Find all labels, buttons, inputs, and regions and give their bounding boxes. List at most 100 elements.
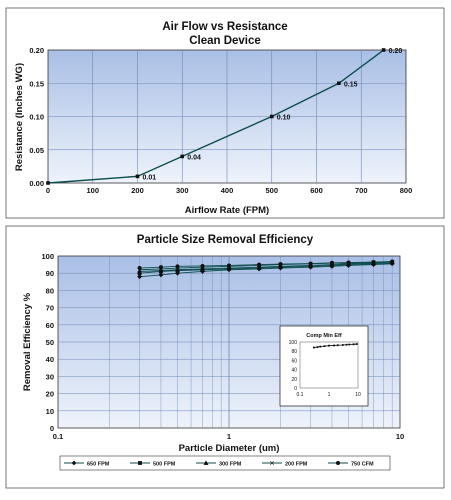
inset-x-ticks: 0.1 1 10 xyxy=(297,392,361,398)
chart2-data-point xyxy=(137,268,143,274)
inset-x-tick-label: 1 xyxy=(328,392,331,398)
chart2-data-point xyxy=(257,262,262,267)
chart1-x-tick-label: 800 xyxy=(400,186,413,195)
chart2-y-tick-label: 20 xyxy=(46,390,54,399)
chart1-y-ticks: 0.00 0.05 0.10 0.15 0.20 xyxy=(29,46,44,188)
chart2-data-point xyxy=(137,266,142,271)
inset-x-tick-label: 0.1 xyxy=(297,392,304,398)
chart2-y-tick-label: 70 xyxy=(46,304,54,313)
chart2-data-point xyxy=(278,262,283,267)
chart2-x-tick-label: 10 xyxy=(396,432,404,441)
inset-data-point xyxy=(323,345,326,348)
chart2-data-point xyxy=(200,263,205,268)
chart1-data-point xyxy=(180,154,185,159)
chart1-data-point xyxy=(135,174,140,179)
chart1-data-label: 0.04 xyxy=(187,154,201,161)
legend-entry-label: 200 FPM xyxy=(285,461,308,467)
chart1-y-tick-label: 0.15 xyxy=(29,79,44,88)
chart2-y-tick-label: 80 xyxy=(46,286,54,295)
chart2-y-tick-label: 50 xyxy=(46,338,54,347)
chart2-series-line xyxy=(139,262,393,274)
chart2-title: Particle Size Removal Efficiency xyxy=(137,234,314,246)
chart2-data-point xyxy=(308,261,313,266)
chart1-data-point xyxy=(381,48,386,52)
chart2-data-point xyxy=(390,259,395,264)
chart1-y-tick-label: 0.10 xyxy=(29,113,44,122)
chart2-y-tick-label: 0 xyxy=(50,424,54,433)
inset-data-point xyxy=(352,343,355,346)
legend-entry-label: 750 CFM xyxy=(351,461,374,467)
inset-data-point xyxy=(341,344,344,346)
inset-data-point xyxy=(336,344,339,347)
chart1-data-point xyxy=(46,181,50,185)
chart2-data-point xyxy=(158,265,163,270)
inset-y-tick-label: 20 xyxy=(291,377,297,383)
legend-entry-label: 650 FPM xyxy=(87,461,110,467)
chart1-data-label: 0.20 xyxy=(389,48,403,55)
chart1-data-label: 0.10 xyxy=(277,115,291,122)
chart1-y-axis-label: Resistance (Inches WG) xyxy=(14,63,25,171)
inset-data-point xyxy=(355,343,358,345)
chart1-y-tick-label: 0.05 xyxy=(29,146,44,155)
inset-title: Comp Min Eff xyxy=(306,333,342,339)
chart2-series-line xyxy=(139,261,393,269)
inset-data-point xyxy=(319,345,322,348)
chart1-x-tick-label: 400 xyxy=(221,186,234,195)
chart2-data-point xyxy=(137,274,143,280)
chart2-y-tick-label: 90 xyxy=(46,269,54,278)
chart1-subtitle: Clean Device xyxy=(189,35,261,47)
inset-y-tick-label: 60 xyxy=(291,358,297,364)
chart2-legend xyxy=(59,455,391,471)
chart1-x-tick-label: 300 xyxy=(176,186,189,195)
chart2-data-point xyxy=(158,272,164,278)
chart2-series xyxy=(137,259,395,280)
chart2-y-ticks: 0 10 20 30 40 50 60 70 80 90 100 xyxy=(41,252,54,433)
chart2-y-tick-label: 10 xyxy=(46,407,54,416)
chart2-data-point xyxy=(226,265,232,270)
chart1-gridlines xyxy=(48,50,406,183)
chart1-data-point xyxy=(269,114,274,119)
chart2-data-point xyxy=(158,268,164,273)
inset-y-tick-label: 0 xyxy=(294,386,297,392)
inset-data-point xyxy=(348,343,351,346)
inset-series xyxy=(312,343,358,349)
legend-swatch-marker xyxy=(71,460,77,466)
chart1-series: 0.01 0.04 0.10 0.15 0.20 xyxy=(46,48,402,185)
chart2-data-point xyxy=(329,260,334,265)
chart2-data-point xyxy=(256,264,262,270)
chart2-series-line xyxy=(139,263,393,278)
chart1-title: Air Flow vs Resistance xyxy=(162,21,287,33)
chart1-x-ticks: 0 100 200 300 400 500 600 700 800 xyxy=(46,186,412,195)
chart2-y-tick-label: 40 xyxy=(46,355,54,364)
inset-plot-area xyxy=(299,341,359,389)
inset-data-point xyxy=(328,344,330,347)
inset-y-ticks: 0 20 40 60 80 100 xyxy=(289,340,298,392)
inset-y-tick-label: 40 xyxy=(291,368,297,374)
chart1-x-tick-label: 700 xyxy=(355,186,368,195)
chart2-data-point xyxy=(175,264,180,269)
chart1-y-tick-label: 0.00 xyxy=(29,179,44,188)
chart2-x-axis-label: Particle Diameter (um) xyxy=(179,443,280,454)
inset-data-point xyxy=(333,344,336,347)
chart1-x-tick-label: 100 xyxy=(86,186,99,195)
chart2-y-axis-label: Removal Efficiency % xyxy=(22,292,33,391)
chart1-x-axis-label: Airflow Rate (FPM) xyxy=(185,205,269,216)
chart2-y-tick-label: 100 xyxy=(41,252,54,261)
legend-swatch-marker xyxy=(269,460,275,466)
chart2-data-point xyxy=(277,263,283,269)
legend-swatch-marker xyxy=(335,460,340,465)
chart1-x-tick-label: 600 xyxy=(310,186,323,195)
inset-data-point xyxy=(345,343,348,346)
chart1-data-label: 0.01 xyxy=(143,174,157,181)
chart2-data-point xyxy=(200,266,206,271)
chart1-y-tick-label: 0.20 xyxy=(29,46,44,55)
chart2-x-tick-label: 0.1 xyxy=(53,432,63,441)
inset-x-tick-label: 10 xyxy=(355,392,361,398)
chart2-series-line xyxy=(139,261,393,272)
chart2-data-point xyxy=(346,260,351,265)
chart1-data-point xyxy=(337,81,341,86)
chart2-x-tick-label: 1 xyxy=(227,432,231,441)
inset-y-tick-label: 100 xyxy=(289,340,298,346)
chart2-legend-entries: 650 FPM 500 FPM 300 FPM 200 FPM 750 CFM xyxy=(64,460,374,467)
